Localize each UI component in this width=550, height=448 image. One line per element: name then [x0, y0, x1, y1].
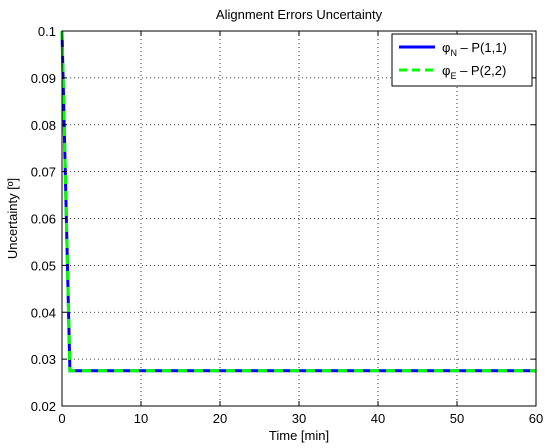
chart-title: Alignment Errors Uncertainty [216, 7, 383, 22]
x-tick-label: 40 [371, 411, 385, 426]
y-tick-label: 0.03 [31, 352, 56, 367]
grid-layer [62, 31, 536, 406]
y-tick-label: 0.02 [31, 399, 56, 414]
x-tick-label: 50 [450, 411, 464, 426]
legend-label-1: φN – P(1,1) [442, 40, 507, 58]
y-axis-label: Uncertainty [º] [5, 178, 20, 259]
x-tick-label: 60 [529, 411, 543, 426]
y-tick-label: 0.04 [31, 305, 56, 320]
x-tick-label: 10 [134, 411, 148, 426]
legend-label-2: φE – P(2,2) [442, 63, 506, 81]
x-tick-label: 0 [58, 411, 65, 426]
legend: φN – P(1,1) φE – P(2,2) [391, 33, 533, 87]
y-tick-label: 0.08 [31, 118, 56, 133]
series-line-2 [60, 30, 536, 373]
x-tick-label: 30 [292, 411, 306, 426]
y-tick-label: 0.06 [31, 212, 56, 227]
x-axis-label: Time [min] [269, 428, 329, 443]
x-tick-label: 20 [213, 411, 227, 426]
tick-layer: 0 10 20 30 40 50 60 0.02 0.03 0.04 0.05 0.06 0.07 0.0… [31, 24, 544, 426]
y-tick-label: 0.07 [31, 165, 56, 180]
y-tick-label: 0.09 [31, 71, 56, 86]
legend-box [391, 33, 533, 87]
y-tick-label: 0.1 [38, 24, 56, 39]
y-tick-label: 0.05 [31, 258, 56, 273]
series-layer [60, 30, 536, 373]
